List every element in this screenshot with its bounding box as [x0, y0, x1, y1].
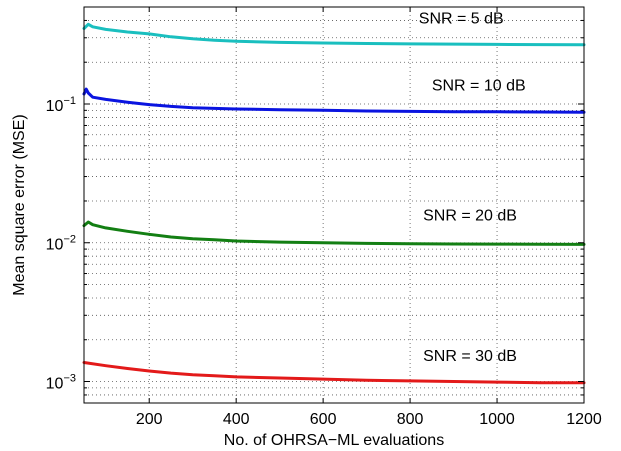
y-tick-label: 10−3: [46, 373, 76, 393]
series-line-1: [82, 22, 586, 47]
y-tick-label: 10−1: [46, 95, 76, 115]
x-tick-label: 1000: [479, 411, 515, 428]
x-tick-label: 200: [136, 411, 163, 428]
series-line-3: [82, 220, 586, 246]
x-tick-label: 1200: [566, 411, 602, 428]
ticks: 200 400 600 800 1000 1200 10−3 10−2 10−1: [46, 6, 602, 428]
annotation-label-3: SNR = 20 dB: [423, 207, 517, 224]
x-tick-label: 600: [310, 411, 337, 428]
series-line-4: [82, 361, 586, 385]
annotation-label-4: SNR = 30 dB: [423, 348, 517, 365]
y-axis-label: Mean square error (MSE): [11, 114, 28, 295]
y-tick-label: 10−2: [46, 234, 76, 254]
x-axis-label: No. of OHRSA−ML evaluations: [224, 432, 444, 449]
series-group: [82, 22, 586, 385]
series-line-2: [82, 87, 586, 114]
annotations: SNR = 5 dB SNR = 10 dB SNR = 20 dB SNR = 30…: [419, 11, 526, 366]
x-tick-label: 400: [223, 411, 250, 428]
annotation-label-1: SNR = 5 dB: [419, 11, 504, 28]
annotation-label-2: SNR = 10 dB: [432, 78, 526, 95]
plot-frame: [83, 6, 585, 404]
x-tick-label: 800: [397, 411, 424, 428]
